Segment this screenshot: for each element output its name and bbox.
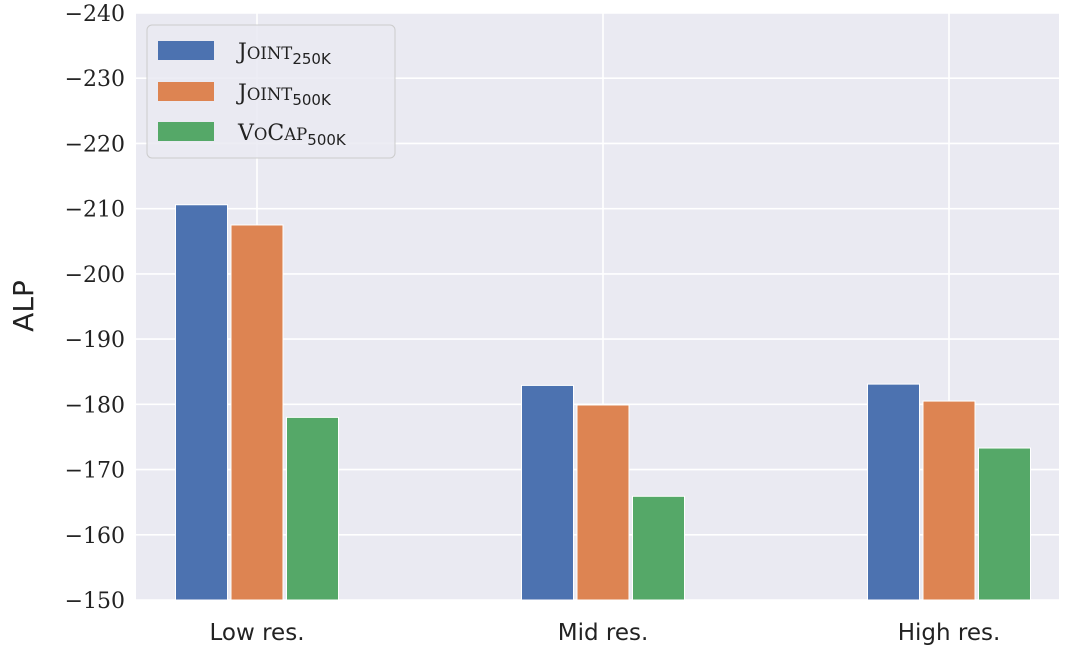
bar-joint500k-2 (922, 400, 976, 601)
y-tick-label: −230 (65, 67, 125, 92)
y-tick-label: −170 (65, 459, 125, 484)
x-tick-label: Mid res. (558, 620, 649, 646)
y-tick-label: −190 (65, 328, 125, 353)
bar-joint500k-0 (230, 224, 284, 601)
bar-vocap500k-1 (632, 495, 685, 601)
y-tick-label: −180 (65, 393, 125, 418)
x-tick-label: Low res. (210, 620, 305, 646)
legend-label: VOCAP500K (237, 121, 347, 149)
y-tick-label: −220 (65, 132, 125, 157)
legend-swatch (158, 82, 214, 101)
bar-joint500k-1 (576, 404, 630, 601)
bar-joint250k-1 (521, 384, 574, 601)
bar-joint250k-0 (175, 204, 228, 601)
legend: JOINT250K JOINT500K VOCAP500K (146, 24, 396, 159)
bar-vocap500k-2 (978, 447, 1031, 601)
y-axis-label: ALP (7, 280, 40, 332)
y-tick-labels: −240 −230 −220 −210 −200 −190 −180 −170 −160 −150 (65, 2, 125, 614)
y-tick-label: −200 (65, 263, 125, 288)
legend-swatch (158, 41, 214, 60)
x-tick-labels: Low res. Mid res. High res. (210, 620, 1001, 646)
x-tick-label: High res. (898, 620, 1001, 646)
y-tick-label: −150 (65, 589, 125, 614)
y-tick-label: −160 (65, 524, 125, 549)
legend-label: JOINT500K (236, 81, 332, 109)
y-tick-label: −210 (65, 198, 125, 223)
y-tick-label: −240 (65, 2, 125, 27)
bar-vocap500k-0 (286, 416, 339, 601)
legend-swatch (158, 122, 214, 141)
bar-joint250k-2 (867, 383, 920, 601)
bars-group (175, 204, 1031, 601)
legend-label: JOINT250K (236, 40, 332, 68)
